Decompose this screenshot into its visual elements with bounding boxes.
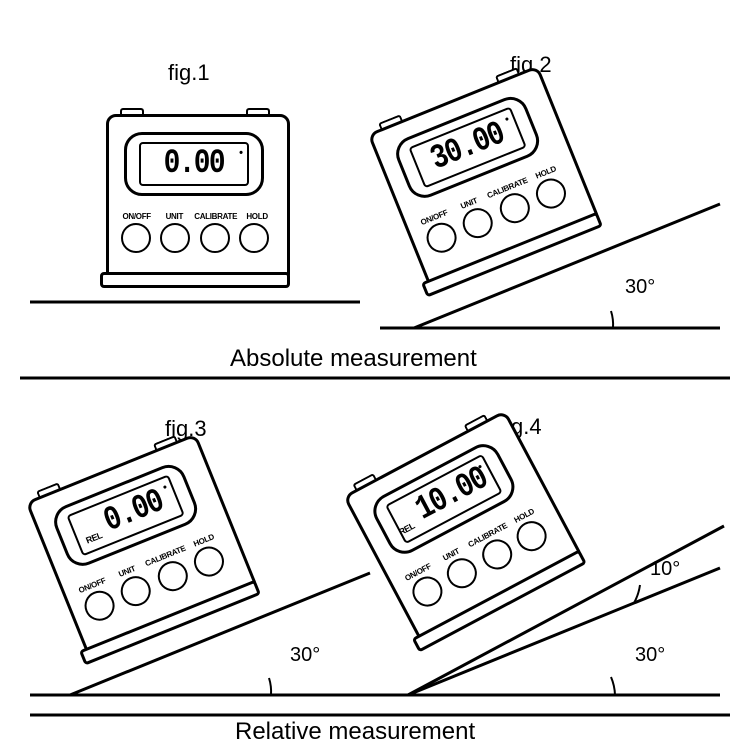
hold-button[interactable] [239,223,269,253]
degree-icon: • [161,481,169,494]
fig2-angle: 30° [625,276,655,299]
angle-reading: 0.00 [99,482,170,542]
onoff-button[interactable] [121,223,151,253]
relative-measurement-label: Relative measurement [235,718,475,746]
angle-reading: 0.00 [164,144,224,184]
unit-button[interactable] [160,223,190,253]
fig4-angle-10: 10° [650,558,680,581]
inclinometer-fig1: 0.00 • ON/OFFUNITCALIBRATEHOLD [100,108,290,288]
rel-indicator: REL [84,530,103,545]
degree-icon: • [239,147,243,159]
rel-indicator: REL [397,521,416,538]
calibrate-button[interactable] [200,223,230,253]
degree-icon: • [503,113,511,126]
button-labels: ON/OFFUNITCALIBRATEHOLD [116,212,274,221]
absolute-measurement-label: Absolute measurement [230,345,477,373]
fig4-angle-30: 30° [635,644,665,667]
fig1-label: fig.1 [168,60,210,86]
fig3-angle: 30° [290,644,320,667]
lcd-screen: 0.00 • [124,132,264,196]
